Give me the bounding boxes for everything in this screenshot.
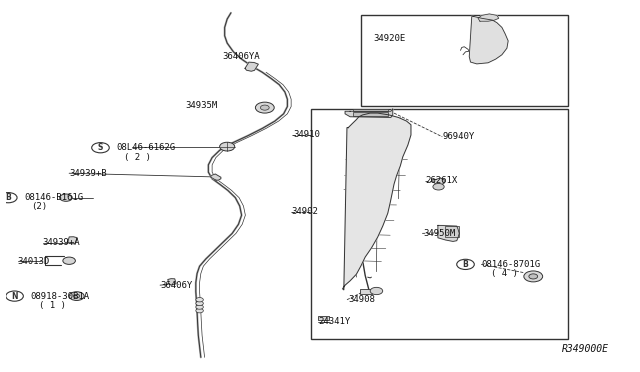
- Bar: [445, 226, 460, 237]
- Circle shape: [196, 301, 204, 305]
- Text: 08918-30B1A: 08918-30B1A: [30, 292, 90, 301]
- Text: 34902: 34902: [292, 207, 319, 216]
- Circle shape: [6, 291, 23, 301]
- Text: 08L46-6162G: 08L46-6162G: [116, 143, 175, 152]
- Text: 34920E: 34920E: [373, 34, 406, 43]
- Circle shape: [370, 287, 383, 295]
- Text: (2): (2): [31, 202, 47, 211]
- Text: N: N: [12, 292, 18, 301]
- Text: 34935M: 34935M: [185, 101, 218, 110]
- Circle shape: [457, 259, 474, 269]
- Circle shape: [60, 194, 72, 201]
- Bar: [353, 112, 388, 116]
- Polygon shape: [438, 225, 460, 241]
- Bar: [361, 15, 568, 106]
- Text: ( 2 ): ( 2 ): [124, 153, 151, 162]
- Circle shape: [0, 193, 17, 203]
- Text: ( 4 ): ( 4 ): [492, 269, 518, 278]
- Text: 34939+A: 34939+A: [43, 238, 81, 247]
- Circle shape: [524, 271, 543, 282]
- Polygon shape: [211, 174, 221, 180]
- Text: 34908: 34908: [348, 295, 375, 304]
- Circle shape: [433, 183, 444, 190]
- Text: 08146-8701G: 08146-8701G: [481, 260, 540, 269]
- Bar: [310, 109, 568, 339]
- Circle shape: [196, 308, 204, 313]
- Bar: [318, 316, 330, 320]
- Text: 34950M: 34950M: [424, 229, 456, 238]
- Text: S: S: [98, 143, 103, 152]
- Polygon shape: [478, 14, 499, 21]
- Text: 08146-B161G: 08146-B161G: [24, 193, 83, 202]
- Text: ( 1 ): ( 1 ): [39, 301, 66, 310]
- Text: 96940Y: 96940Y: [442, 132, 474, 141]
- Circle shape: [69, 292, 84, 301]
- Polygon shape: [345, 109, 393, 118]
- Text: 34013D: 34013D: [18, 257, 50, 266]
- Polygon shape: [342, 113, 411, 290]
- Circle shape: [220, 142, 235, 151]
- Text: 34910: 34910: [293, 131, 320, 140]
- Polygon shape: [245, 62, 259, 71]
- Polygon shape: [433, 178, 444, 185]
- Text: 36406YA: 36406YA: [223, 52, 260, 61]
- Circle shape: [260, 105, 269, 110]
- Circle shape: [92, 142, 109, 153]
- Polygon shape: [68, 237, 77, 244]
- Text: B: B: [5, 193, 11, 202]
- Bar: [360, 289, 372, 294]
- Text: R349000E: R349000E: [561, 344, 609, 355]
- Polygon shape: [168, 279, 176, 285]
- Text: 26261X: 26261X: [426, 176, 458, 185]
- Circle shape: [196, 305, 204, 309]
- Circle shape: [63, 257, 76, 264]
- Circle shape: [529, 274, 538, 279]
- Text: 34939+B: 34939+B: [69, 169, 107, 178]
- Circle shape: [255, 102, 274, 113]
- Circle shape: [196, 298, 204, 302]
- Text: B: B: [463, 260, 468, 269]
- Bar: [353, 109, 388, 111]
- Text: 36406Y: 36406Y: [160, 280, 192, 290]
- Text: 24341Y: 24341Y: [318, 317, 350, 326]
- Polygon shape: [469, 16, 508, 64]
- Circle shape: [74, 294, 80, 298]
